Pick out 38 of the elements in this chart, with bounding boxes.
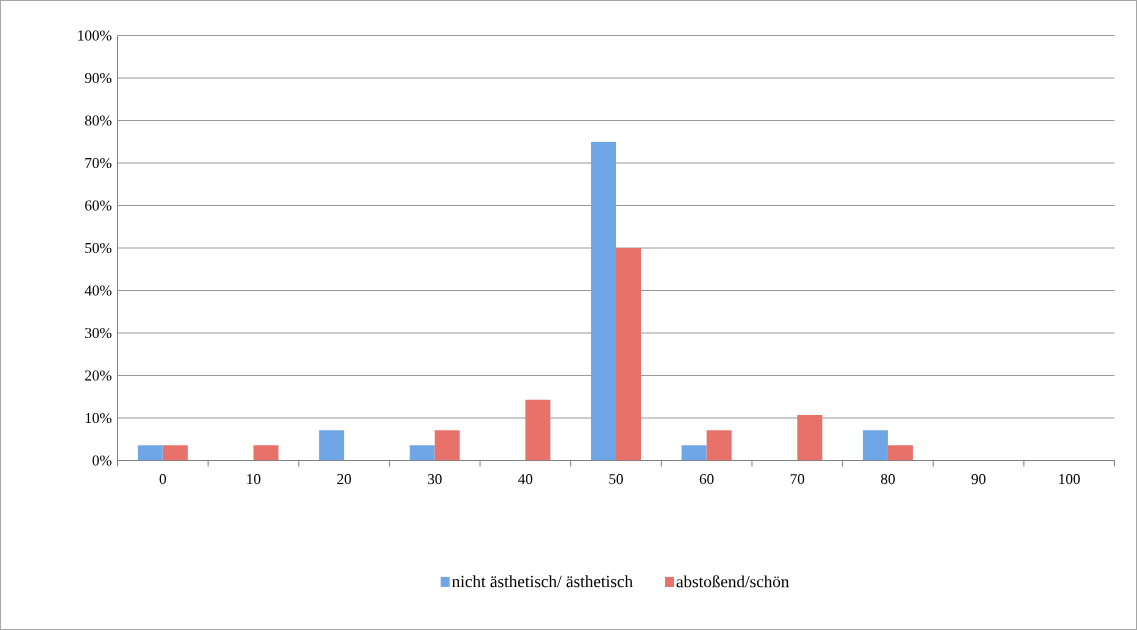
x-tick-label: 30 [427,474,442,485]
y-tick-label: 10% [85,412,112,424]
x-tick-label: 0 [159,474,166,485]
y-tick-label: 80% [85,115,112,126]
bar [525,399,551,461]
x-tick-label: 40 [518,474,533,485]
bar [409,445,435,461]
y-tick-label: 30% [85,327,112,339]
x-tick-label: 100 [1059,474,1080,485]
x-tick-label: 70 [790,474,805,485]
bar [253,445,279,461]
y-tick-label: 60% [85,200,112,211]
bar [137,445,163,461]
bar [319,430,345,461]
x-tick-label: 60 [699,474,714,485]
bar [434,430,460,461]
bar [797,415,823,461]
x-tick-label: 50 [609,474,623,485]
x-tick-label: 10 [247,474,261,485]
y-tick-label: 100% [78,30,112,41]
bar [591,141,617,461]
legend-label: abstoßend/schön [676,575,790,588]
y-tick-label: 20% [85,370,112,381]
x-tick-label: 80 [880,474,895,485]
y-tick-label: 50% [85,242,112,254]
legend-label: nicht ästhetisch/ ästhetisch [452,575,633,588]
bar [162,445,188,461]
y-tick-label: 0% [92,455,112,466]
x-tick-label: 90 [971,474,986,485]
bar [681,445,707,461]
y-tick-label: 40% [84,285,112,296]
bar [887,445,913,461]
bar [706,430,732,461]
x-tick-label: 20 [337,474,352,485]
bar [862,430,888,461]
bar [616,248,641,461]
y-tick-label: 70% [85,157,112,169]
y-tick-label: 90% [84,72,112,84]
